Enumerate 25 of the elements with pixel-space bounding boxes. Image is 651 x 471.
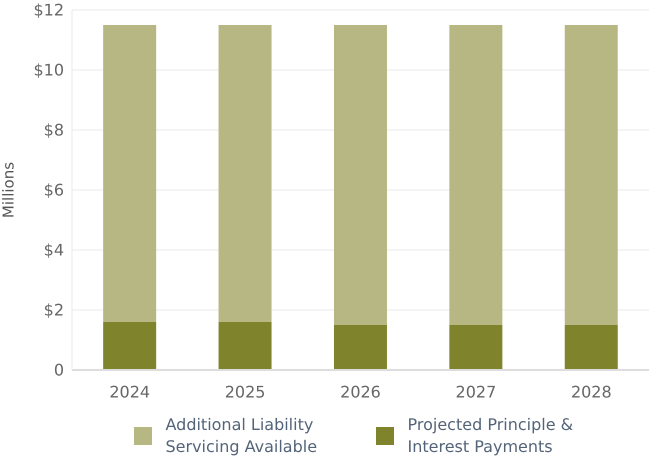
- x-tick-label: 2028: [570, 382, 612, 402]
- y-tick-label: $10: [33, 60, 64, 80]
- y-tick-label: $6: [44, 180, 64, 200]
- bar: [103, 322, 156, 370]
- y-tick-label: $8: [44, 120, 64, 140]
- bar: [103, 25, 156, 322]
- legend-label: Projected Principle & Interest Payments: [408, 414, 574, 458]
- bar: [218, 322, 272, 370]
- y-tick-label: $2: [44, 300, 64, 320]
- bar: [449, 25, 502, 325]
- y-tick-label: $12: [33, 0, 64, 20]
- y-tick-label: 0: [54, 360, 64, 380]
- x-tick-label: 2027: [456, 382, 496, 402]
- bar: [564, 325, 618, 370]
- y-axis-title: Millions: [0, 162, 18, 218]
- bar: [334, 25, 387, 325]
- bar: [218, 25, 272, 322]
- bar: [449, 325, 502, 370]
- y-tick-label: $4: [44, 240, 64, 260]
- x-tick-label: 2025: [224, 382, 266, 402]
- bar: [334, 325, 387, 370]
- x-tick-label: 2026: [340, 382, 381, 402]
- legend-label: Additional Liability Servicing Available: [166, 414, 318, 458]
- bar: [564, 25, 618, 325]
- x-tick-label: 2024: [109, 382, 150, 402]
